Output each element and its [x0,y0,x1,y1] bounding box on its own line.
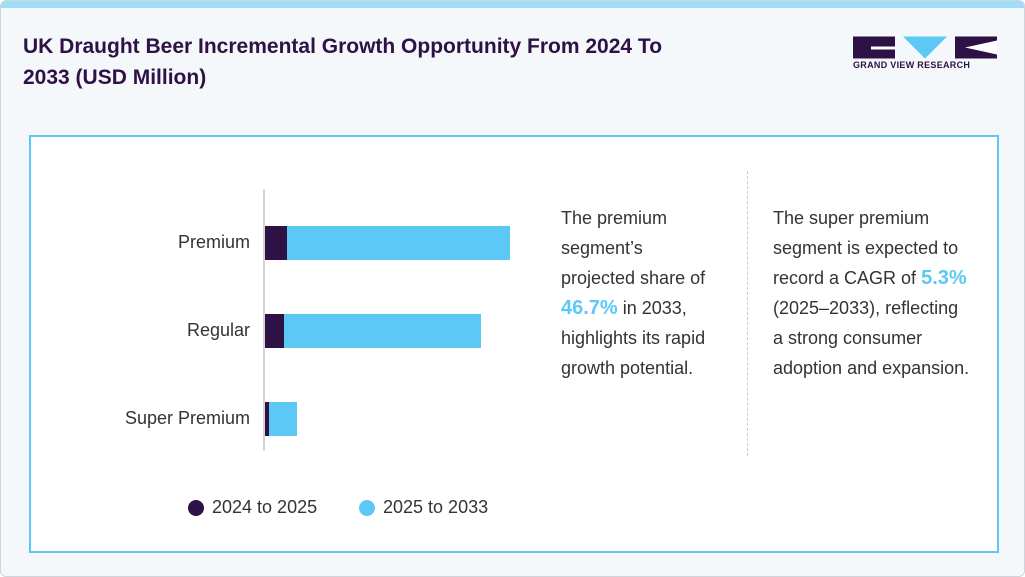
bar [269,402,297,436]
note-highlight: 46.7% [561,297,618,319]
bar [265,226,287,260]
bar [284,314,481,348]
bar [265,314,284,348]
legend-label: 2024 to 2025 [212,497,317,517]
top-strip [1,1,1024,8]
category-label: Premium [178,232,250,252]
chart-box [29,135,999,553]
legend-marker [359,500,375,516]
category-label: Regular [187,320,250,340]
note-text: The premium segment’s projected share of [561,208,706,288]
note: The super premium segment is expected to… [773,203,973,383]
category-label: Super Premium [125,408,250,428]
logo-text: GRAND VIEW RESEARCH [853,60,971,70]
title: UK Draught Beer Incremental Growth Oppor… [23,35,663,89]
legend-label: 2025 to 2033 [383,497,488,517]
divider [747,171,748,456]
bar [287,226,510,260]
note-highlight: 5.3% [921,267,967,289]
note-text: The super premium segment is expected to… [773,208,959,288]
note-text: (2025–2033), reflecting a strong consume… [773,298,970,378]
note: The premium segment’s projected share of… [561,203,721,383]
logo [853,36,997,59]
legend-marker [188,500,204,516]
note-text: in 2033, highlights its rapid growth pot… [561,298,706,378]
bar [265,402,269,436]
